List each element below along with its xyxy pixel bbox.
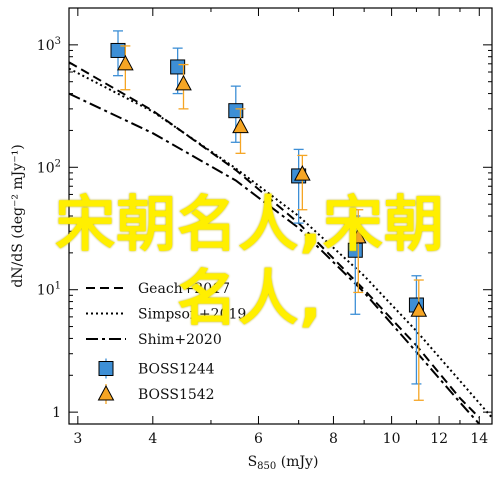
data-point-boss1542: [294, 165, 311, 181]
x-tick-label: 4: [148, 431, 157, 447]
y-tick-label: 1: [52, 405, 61, 421]
legend-label: BOSS1542: [138, 387, 215, 403]
legend-label: Simpson+2019: [138, 307, 246, 323]
x-tick-label: 8: [329, 431, 338, 447]
data-point-boss1542: [232, 117, 249, 134]
y-tick-label: 103: [37, 36, 61, 54]
legend-label: Shim+2020: [138, 332, 222, 348]
x-tick-label: 3: [73, 431, 82, 447]
data-point-boss1542: [410, 301, 428, 317]
x-tick-label: 6: [254, 431, 263, 447]
x-tick-label: 14: [470, 431, 488, 447]
legend-marker-boss1542: [97, 384, 115, 401]
model-curve-simpson+2019: [68, 67, 493, 419]
data-point-boss1542: [175, 74, 192, 91]
legend-label: BOSS1244: [138, 362, 215, 378]
data-point-boss1244: [170, 59, 186, 75]
y-tick-label: 101: [37, 281, 61, 299]
overlay-text-line-1: 宋朝名人,宋朝: [55, 190, 445, 260]
y-axis-label: dN/dS (deg⁻² mJy⁻¹): [10, 144, 26, 287]
overlay-text-line-2: 名人,: [177, 264, 323, 334]
data-point-boss1244: [228, 103, 244, 119]
legend-marker-boss1244: [98, 361, 114, 376]
legend: Geach+2017 Simpson+2019 Shim+2020 BOSS1244 B…: [86, 281, 246, 404]
data-point-boss1542: [349, 227, 367, 244]
x-tick-label: 12: [430, 431, 448, 447]
x-tick-label: 10: [383, 431, 401, 447]
legend-label: Geach+2017: [138, 281, 230, 297]
x-axis-label: S850 (mJy): [248, 454, 319, 472]
y-tick-label: 102: [37, 158, 61, 176]
data-point-boss1542: [117, 54, 134, 71]
model-curve-shim+2020: [68, 92, 481, 425]
